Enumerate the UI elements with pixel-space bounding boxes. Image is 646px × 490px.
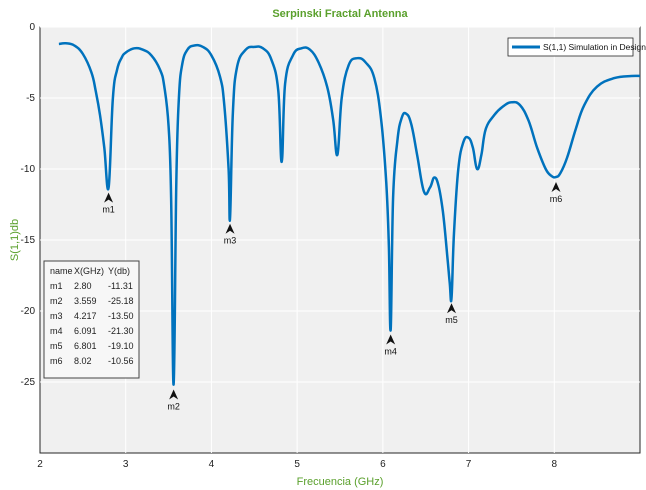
grid (40, 26, 640, 453)
x-axis-label: Frecuencia (GHz) (297, 476, 384, 488)
y-tick-label: 0 (29, 22, 35, 33)
legend: S(1,1) Simulation in Designer (507, 37, 646, 57)
x-tick-label: 5 (294, 459, 300, 470)
table-cell: m6 (50, 356, 63, 366)
series-line (58, 41, 641, 386)
y-tick-label: -15 (21, 235, 36, 246)
table-cell: -21.30 (108, 326, 134, 336)
marker-table-rows: m1 2.80 -11.31 m2 3.559 -25.18 m3 4.217 -13.50 m4… (50, 281, 134, 366)
y-tick-label: -20 (21, 306, 36, 317)
table-cell: m1 (50, 281, 63, 291)
axis-ticks: 2 3 4 5 6 7 8 0 -5 -10 -15 -20 -25 (21, 22, 558, 470)
legend-box (507, 37, 634, 57)
table-header-x: X(GHz) (74, 266, 104, 276)
markers-layer: m1 m2 m3 m4 m5 m6 (102, 181, 563, 412)
y-tick-label: -25 (21, 377, 36, 388)
table-cell: -19.10 (108, 341, 134, 351)
marker-arrow (225, 223, 235, 234)
marker-label: m5 (445, 315, 458, 325)
table-cell: m3 (50, 311, 63, 321)
marker-arrow (551, 181, 561, 192)
table-cell: -10.56 (108, 356, 134, 366)
x-tick-label: 7 (466, 459, 472, 470)
marker-label: m4 (384, 346, 397, 356)
x-tick-label: 6 (380, 459, 386, 470)
table-cell: m2 (50, 296, 63, 306)
table-cell: 8.02 (74, 356, 92, 366)
x-tick-label: 4 (209, 459, 215, 470)
x-tick-label: 8 (552, 459, 558, 470)
table-cell: m4 (50, 326, 63, 336)
table-cell: 4.217 (74, 311, 97, 321)
y-axis-label: S(1,1)db (9, 219, 21, 261)
marker-label: m3 (224, 236, 237, 246)
table-cell: -11.31 (108, 281, 133, 291)
marker-arrow (169, 389, 179, 400)
y-tick-label: -10 (21, 164, 36, 175)
table-cell: -13.50 (108, 311, 134, 321)
table-cell: 2.80 (74, 281, 92, 291)
marker-label: m1 (102, 205, 115, 215)
series-layer (58, 41, 641, 386)
x-tick-label: 3 (123, 459, 129, 470)
table-cell: 6.801 (74, 341, 97, 351)
legend-label: S(1,1) Simulation in Designer (543, 42, 646, 52)
table-header-y: Y(db) (108, 266, 130, 276)
table-cell: 6.091 (74, 326, 97, 336)
marker-arrow (386, 334, 396, 345)
marker-label: m2 (167, 402, 180, 412)
table-cell: m5 (50, 341, 63, 351)
table-cell: -25.18 (108, 296, 134, 306)
marker-label: m6 (550, 194, 563, 204)
marker-table: name X(GHz) Y(db) m1 2.80 -11.31 m2 3.559 -25… (43, 260, 140, 379)
x-tick-label: 2 (37, 459, 43, 470)
y-tick-label: -5 (26, 93, 35, 104)
chart-title: Serpinski Fractal Antenna (272, 8, 408, 20)
table-header-name: name (50, 266, 73, 276)
marker-table-box (43, 260, 140, 379)
marker-arrow (104, 192, 114, 203)
table-cell: 3.559 (74, 296, 97, 306)
marker-arrow (447, 303, 457, 314)
